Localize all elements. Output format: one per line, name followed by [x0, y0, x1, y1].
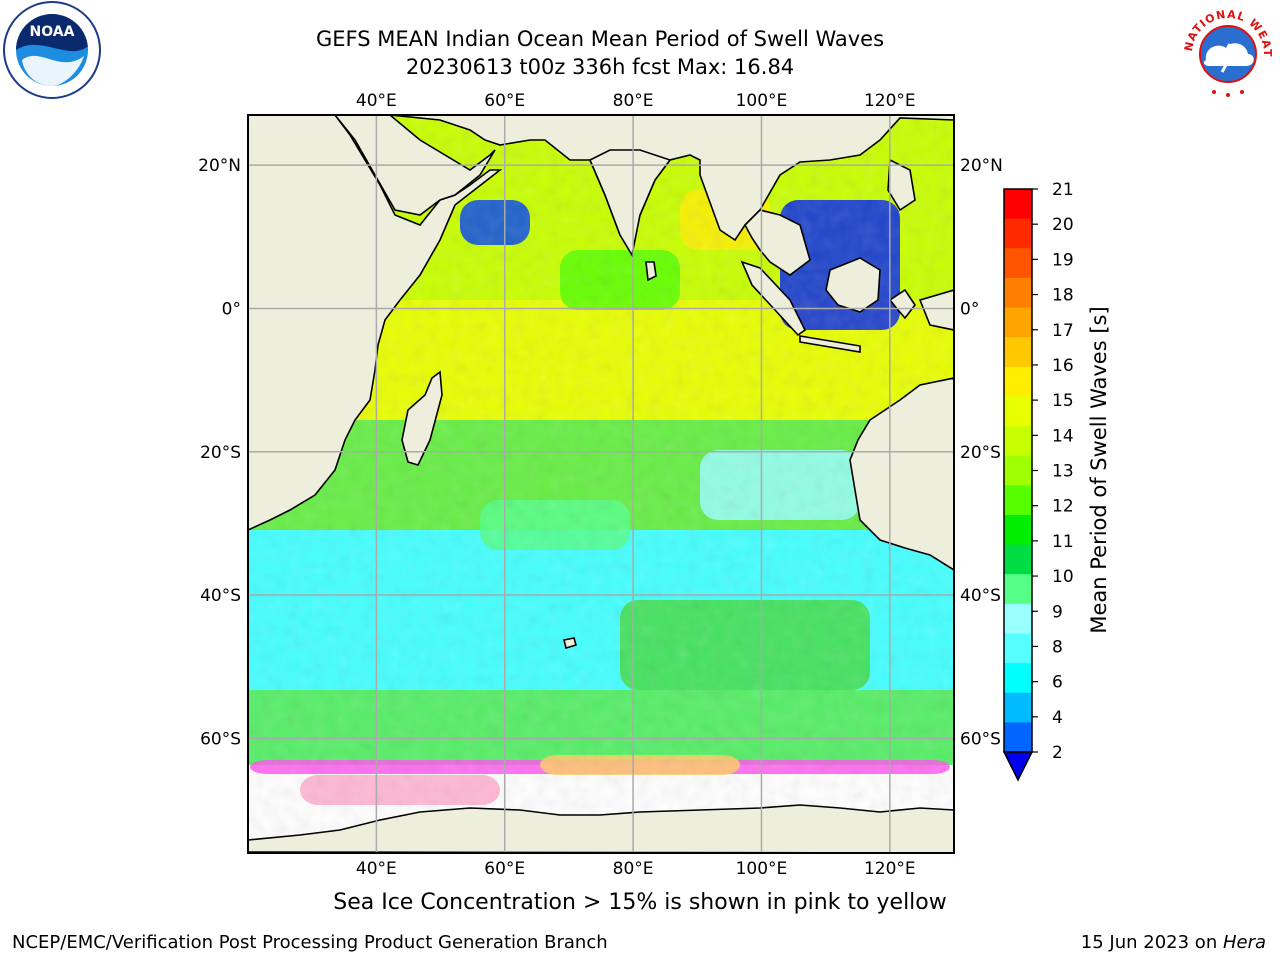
- land-antarctica: [248, 804, 954, 853]
- land-sumatra: [740, 260, 807, 337]
- colorbar-segment: [1004, 485, 1032, 516]
- land-borneo: [825, 257, 881, 313]
- sea-ice-note: Sea Ice Concentration > 15% is shown in …: [333, 890, 947, 915]
- lat-tick-label-right: 0°: [960, 299, 979, 319]
- colorbar-label: Mean Period of Swell Waves [s]: [1087, 306, 1111, 633]
- colorbar-segment: [1004, 514, 1032, 546]
- lon-tick-label-bottom: 120°E: [864, 859, 916, 879]
- colorbar: 21 20 19 18 17 16 15 14 13 12 11 10 9 8 6 4 2: [1002, 180, 1074, 782]
- colorbar-segment: [1004, 574, 1032, 605]
- colorbar-segment: [1004, 248, 1032, 279]
- colorbar-segment: [1004, 337, 1032, 368]
- colorbar-tick-label: 20: [1052, 215, 1074, 235]
- colorbar-tick-label: 19: [1052, 250, 1074, 270]
- footer-credit: NCEP/EMC/Verification Post Processing Pr…: [12, 932, 608, 953]
- colorbar-segment: [1004, 692, 1032, 723]
- footer-host: Hera: [1222, 932, 1266, 953]
- lon-tick-label-bottom: 80°E: [613, 859, 654, 879]
- lat-tick-label-left: 20°S: [200, 443, 241, 463]
- colorbar-segment: [1004, 633, 1032, 664]
- nws-logo: NATIONAL WEATHER SERVICE: [1176, 0, 1273, 98]
- lat-tick-label-right: 20°N: [960, 156, 1003, 176]
- colorbar-extend-arrow: [1002, 751, 1034, 782]
- map-subtitle: 20230613 t00z 336h fcst Max: 16.84: [405, 55, 795, 79]
- colorbar-tick-label: 12: [1052, 497, 1074, 517]
- colorbar-segment: [1004, 603, 1032, 634]
- land-sri-lanka: [645, 261, 657, 282]
- colorbar-segment: [1004, 277, 1032, 309]
- colorbar-tick-label: 2: [1052, 743, 1063, 763]
- colorbar-segment: [1004, 426, 1032, 457]
- graticule: [248, 115, 954, 853]
- lat-tick-label-left: 20°N: [198, 156, 241, 176]
- lat-tick-label-right: 60°S: [960, 729, 1001, 749]
- land-india: [588, 149, 672, 258]
- colorbar-segment: [1004, 218, 1032, 249]
- colorbar-tick-label: 6: [1052, 673, 1063, 693]
- colorbar-tick-label: 8: [1052, 637, 1063, 657]
- land-asia-north: [389, 115, 954, 242]
- lat-tick-label-left: 60°S: [200, 729, 241, 749]
- footer-date: 15 Jun 2023 on Hera: [1081, 932, 1266, 953]
- colorbar-segment: [1004, 307, 1032, 338]
- lon-tick-label-bottom: 40°E: [356, 859, 397, 879]
- land-java: [799, 335, 861, 353]
- lon-tick-label-top: 60°E: [484, 91, 525, 111]
- map-frame: [247, 114, 955, 854]
- lon-tick-label-top: 100°E: [736, 91, 788, 111]
- land-africa: [248, 115, 503, 531]
- colorbar-tick-label: 13: [1052, 462, 1074, 482]
- axis-tick-labels: 40°E 40°E 60°E 60°E 80°E 80°E 100°E 100°E 120°E 1…: [198, 91, 1003, 879]
- colorbar-tick-label: 18: [1052, 286, 1074, 306]
- colorbar-segment: [1004, 663, 1032, 694]
- colorbar-segment: [1004, 544, 1032, 575]
- lat-tick-label-left: 40°S: [200, 586, 241, 606]
- colorbar-segment: [1004, 366, 1032, 397]
- lat-tick-label-right: 20°S: [960, 443, 1001, 463]
- footer-date-text: 15 Jun 2023 on: [1080, 932, 1223, 953]
- colorbar-tick-label: 14: [1052, 426, 1074, 446]
- colorbar-tick-label: 4: [1052, 708, 1063, 728]
- noaa-logo-text: NOAA: [30, 24, 75, 40]
- map-area: [248, 115, 954, 853]
- land-madagascar: [401, 370, 443, 466]
- noaa-logo: NOAA: [3, 1, 101, 99]
- colorbar-tick-label: 10: [1052, 567, 1074, 587]
- map-title: GEFS MEAN Indian Ocean Mean Period of Sw…: [315, 27, 885, 51]
- lon-tick-label-bottom: 60°E: [484, 859, 525, 879]
- colorbar-tick-label: 17: [1052, 321, 1074, 341]
- lon-tick-label-bottom: 100°E: [736, 859, 788, 879]
- colorbar-tick-label: 11: [1052, 532, 1074, 552]
- colorbar-tick-label: 15: [1052, 391, 1074, 411]
- land-australia: [849, 377, 954, 571]
- colorbar-segment: [1004, 722, 1032, 753]
- lon-tick-label-top: 120°E: [864, 91, 916, 111]
- colorbar-segment: [1004, 455, 1032, 486]
- colorbar-tick-label: 9: [1052, 602, 1063, 622]
- lat-tick-label-right: 40°S: [960, 586, 1001, 606]
- land-masses: [248, 115, 954, 853]
- land-new-guinea: [918, 289, 954, 331]
- colorbar-segment: [1004, 189, 1032, 220]
- land-kerguelen: [563, 637, 577, 650]
- lon-tick-label-top: 80°E: [613, 91, 654, 111]
- colorbar-tick-label: 21: [1052, 180, 1074, 200]
- colorbar-segment: [1004, 396, 1032, 427]
- lon-tick-label-top: 40°E: [356, 91, 397, 111]
- land-philippines: [887, 158, 916, 212]
- lat-tick-label-left: 0°: [222, 299, 241, 319]
- colorbar-tick-label: 16: [1052, 356, 1074, 376]
